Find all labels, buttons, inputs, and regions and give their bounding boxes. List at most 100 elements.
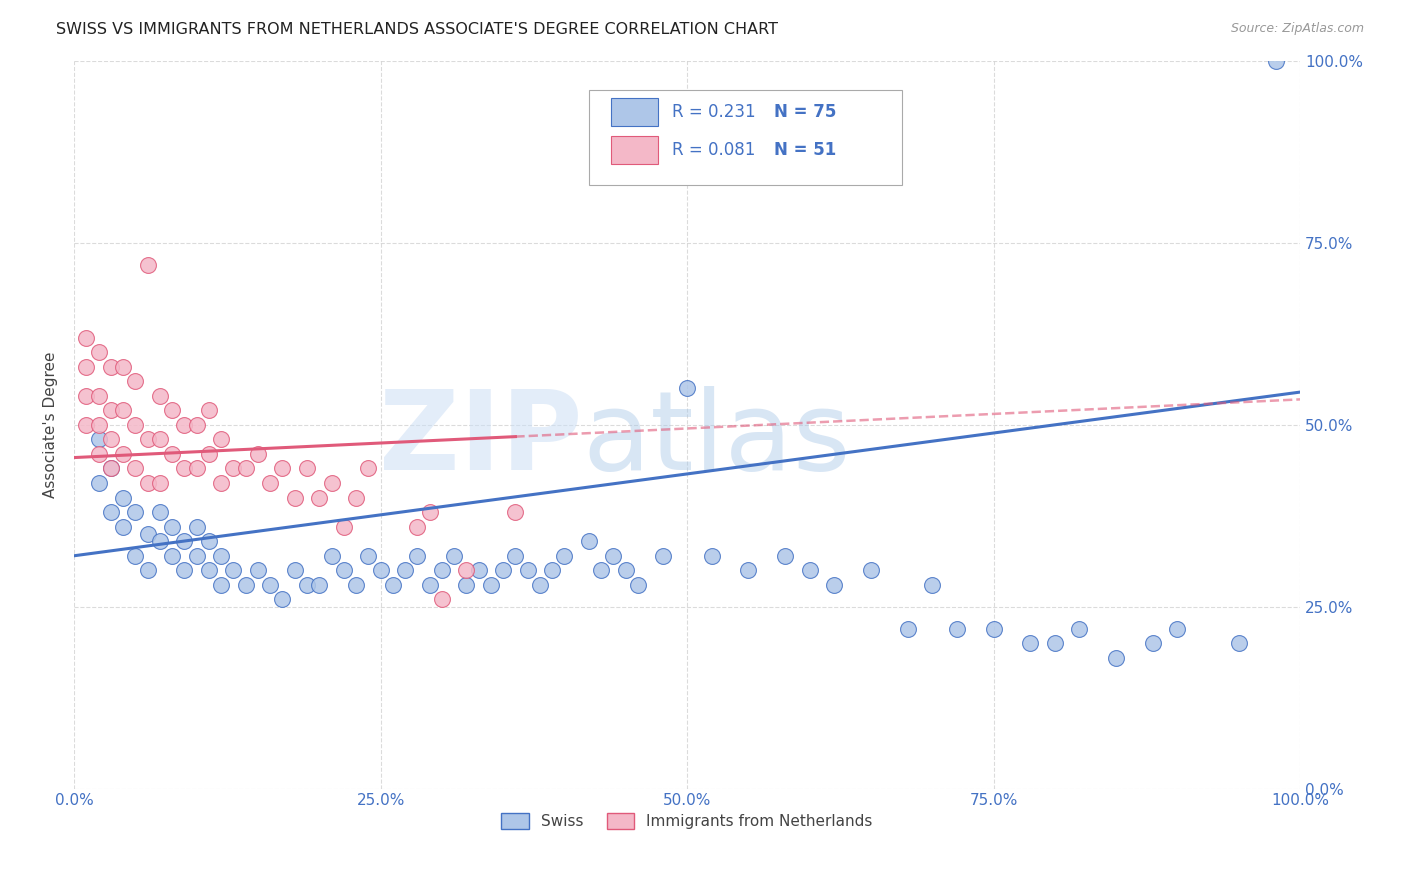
FancyBboxPatch shape: [612, 136, 658, 164]
Point: [430, 592, 453, 607]
Point: [186, 519, 208, 533]
Point: [295, 578, 318, 592]
Point: [578, 534, 600, 549]
Point: [529, 578, 551, 592]
Point: [333, 519, 356, 533]
Point: [773, 549, 796, 563]
FancyBboxPatch shape: [589, 90, 901, 185]
Point: [198, 403, 221, 417]
Point: [100, 403, 122, 417]
Point: [87, 447, 110, 461]
Point: [259, 476, 281, 491]
Point: [149, 534, 172, 549]
Point: [87, 389, 110, 403]
Point: [479, 578, 502, 592]
Point: [456, 578, 478, 592]
Point: [284, 491, 307, 505]
Point: [419, 505, 441, 519]
Point: [87, 476, 110, 491]
Point: [75, 417, 97, 432]
Point: [112, 403, 135, 417]
Point: [602, 549, 624, 563]
Point: [676, 381, 699, 395]
Point: [87, 433, 110, 447]
Point: [357, 549, 380, 563]
Point: [136, 258, 159, 272]
Point: [505, 505, 527, 519]
Point: [87, 345, 110, 359]
Point: [149, 433, 172, 447]
Point: [823, 578, 845, 592]
Point: [100, 433, 122, 447]
Point: [124, 374, 146, 388]
Point: [87, 417, 110, 432]
Point: [333, 563, 356, 577]
Point: [419, 578, 441, 592]
Text: ZIP: ZIP: [380, 386, 583, 493]
Point: [321, 476, 343, 491]
Point: [100, 359, 122, 374]
Point: [100, 461, 122, 475]
Point: [406, 519, 429, 533]
Point: [124, 505, 146, 519]
Y-axis label: Associate's Degree: Associate's Degree: [44, 351, 58, 498]
Point: [209, 549, 232, 563]
Point: [295, 461, 318, 475]
Point: [321, 549, 343, 563]
Point: [467, 563, 489, 577]
Point: [149, 476, 172, 491]
Text: N = 51: N = 51: [775, 141, 837, 159]
Point: [284, 563, 307, 577]
Point: [186, 417, 208, 432]
Point: [1019, 636, 1042, 650]
Point: [75, 359, 97, 374]
Point: [124, 549, 146, 563]
Point: [516, 563, 538, 577]
Point: [173, 563, 195, 577]
Point: [492, 563, 515, 577]
FancyBboxPatch shape: [612, 98, 658, 126]
Point: [246, 447, 269, 461]
Point: [505, 549, 527, 563]
Point: [186, 461, 208, 475]
Point: [198, 447, 221, 461]
Point: [209, 578, 232, 592]
Point: [541, 563, 564, 577]
Point: [160, 519, 183, 533]
Point: [112, 519, 135, 533]
Point: [173, 417, 195, 432]
Point: [271, 461, 294, 475]
Point: [700, 549, 723, 563]
Point: [859, 563, 882, 577]
Point: [160, 447, 183, 461]
Point: [357, 461, 380, 475]
Point: [553, 549, 575, 563]
Point: [921, 578, 943, 592]
Point: [627, 578, 650, 592]
Point: [308, 578, 330, 592]
Text: SWISS VS IMMIGRANTS FROM NETHERLANDS ASSOCIATE'S DEGREE CORRELATION CHART: SWISS VS IMMIGRANTS FROM NETHERLANDS ASS…: [56, 22, 779, 37]
Point: [406, 549, 429, 563]
Point: [983, 622, 1005, 636]
Point: [112, 359, 135, 374]
Point: [1069, 622, 1091, 636]
Point: [1166, 622, 1188, 636]
Point: [136, 563, 159, 577]
Point: [124, 461, 146, 475]
Point: [897, 622, 920, 636]
Text: N = 75: N = 75: [775, 103, 837, 121]
Point: [235, 578, 257, 592]
Point: [160, 403, 183, 417]
Point: [344, 491, 367, 505]
Point: [186, 549, 208, 563]
Point: [173, 461, 195, 475]
Point: [136, 476, 159, 491]
Point: [271, 592, 294, 607]
Text: R = 0.081: R = 0.081: [672, 141, 755, 159]
Point: [100, 505, 122, 519]
Point: [1227, 636, 1250, 650]
Legend: Swiss, Immigrants from Netherlands: Swiss, Immigrants from Netherlands: [495, 806, 879, 836]
Point: [198, 563, 221, 577]
Point: [443, 549, 465, 563]
Point: [112, 447, 135, 461]
